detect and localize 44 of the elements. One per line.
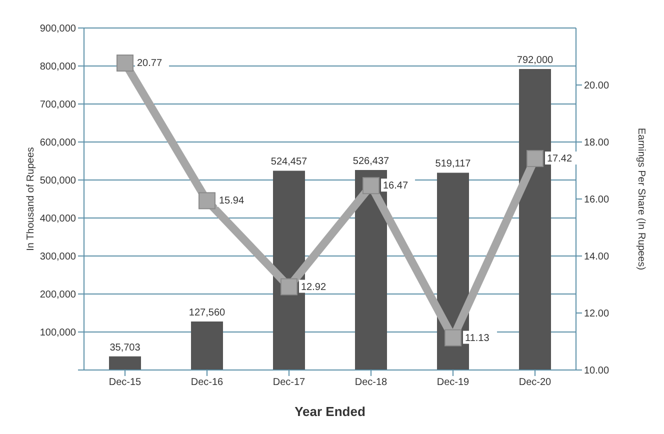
y2-tick-label: 18.00 xyxy=(584,138,610,149)
data-label: 20.77 xyxy=(137,58,162,70)
text: 600,000 xyxy=(40,138,76,149)
x-tick-label: Dec-19 xyxy=(436,377,470,388)
y2-axis-title: Earnings Per Share (In Rupees) xyxy=(635,128,646,270)
point xyxy=(280,278,298,296)
data-label: 127,560 xyxy=(188,308,226,319)
point xyxy=(362,177,380,194)
y2-tick-label: 20.00 xyxy=(584,80,610,92)
y2-tick-label: 12.00 xyxy=(584,308,610,320)
x-tick-label: Dec-15 xyxy=(108,377,142,388)
x-axis-title: Year Ended xyxy=(294,404,366,419)
y2-tick-label: 14.00 xyxy=(584,252,610,263)
text: 500,000 xyxy=(40,176,76,187)
text: 700,000 xyxy=(40,100,76,111)
data-label: 12.92 xyxy=(301,282,326,293)
data-label: 11.13 xyxy=(465,332,490,344)
x-tick-label: Dec-16 xyxy=(190,377,224,388)
y2-tick-label: 16.00 xyxy=(584,194,610,206)
text: 100,000 xyxy=(40,328,76,339)
text: 200,000 xyxy=(40,290,76,301)
point xyxy=(116,54,134,72)
text: 900,000 xyxy=(40,24,76,35)
x-tick-label: Dec-17 xyxy=(272,377,306,388)
x-tick-label: Dec-18 xyxy=(354,377,388,388)
text: 400,000 xyxy=(40,214,76,225)
data-label: 519,117 xyxy=(435,158,472,170)
data-label: 16.47 xyxy=(383,180,408,192)
data-label: 524,457 xyxy=(270,156,308,168)
data-label: 526,437 xyxy=(352,156,390,167)
point xyxy=(198,192,216,210)
bar xyxy=(191,322,223,370)
x-tick-label: Dec-20 xyxy=(518,377,552,388)
point xyxy=(526,150,544,168)
text: 300,000 xyxy=(40,252,76,263)
data-label: 792,000 xyxy=(516,55,554,66)
bar xyxy=(109,356,141,370)
y-axis-title: In Thousand of Rupees xyxy=(26,147,37,251)
data-label: 35,703 xyxy=(110,342,141,354)
text: 800,000 xyxy=(40,62,76,73)
point xyxy=(444,329,462,346)
y2-tick-label: 10.00 xyxy=(584,366,610,377)
data-label: 17.42 xyxy=(547,154,572,165)
data-label: 15.94 xyxy=(219,196,244,207)
